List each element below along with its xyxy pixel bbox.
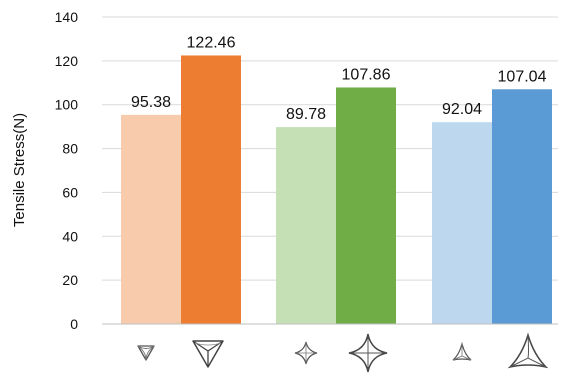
- y-tick-label: 140: [55, 9, 79, 25]
- triangle-star-icon-small: [137, 345, 155, 361]
- data-label: 122.46: [187, 34, 236, 51]
- four-point-star-icon-large: [348, 333, 388, 373]
- bar: [492, 89, 552, 324]
- data-label: 95.38: [131, 94, 171, 111]
- four-point-star-icon-small: [294, 341, 318, 365]
- y-tick-label: 60: [62, 184, 78, 200]
- y-tick-label: 20: [62, 272, 78, 288]
- bar: [432, 122, 492, 324]
- data-label: 92.04: [442, 101, 482, 118]
- data-labels: 95.38 122.46 89.78 107.86 92.04 107.04: [131, 34, 547, 123]
- data-label: 107.86: [342, 66, 391, 83]
- bar: [181, 55, 241, 325]
- y-tick-label: 0: [70, 316, 78, 332]
- bar: [121, 114, 181, 325]
- curved-triangle-icon-large: [507, 332, 549, 369]
- y-tick-label: 40: [62, 228, 78, 244]
- y-tick-label: 100: [55, 97, 79, 113]
- data-label: 89.78: [286, 106, 326, 123]
- y-tick-labels: 0 20 40 60 80 100 120 140: [55, 9, 79, 332]
- y-tick-label: 120: [55, 53, 79, 69]
- y-axis-title: Tensile Stress(N): [11, 113, 28, 227]
- y-tick-label: 80: [62, 141, 78, 157]
- bar: [276, 127, 336, 325]
- bars: [121, 55, 552, 325]
- data-label: 107.04: [498, 68, 547, 85]
- bar: [336, 87, 396, 325]
- triangle-star-icon-large: [192, 340, 224, 368]
- curved-triangle-icon-small: [452, 341, 472, 361]
